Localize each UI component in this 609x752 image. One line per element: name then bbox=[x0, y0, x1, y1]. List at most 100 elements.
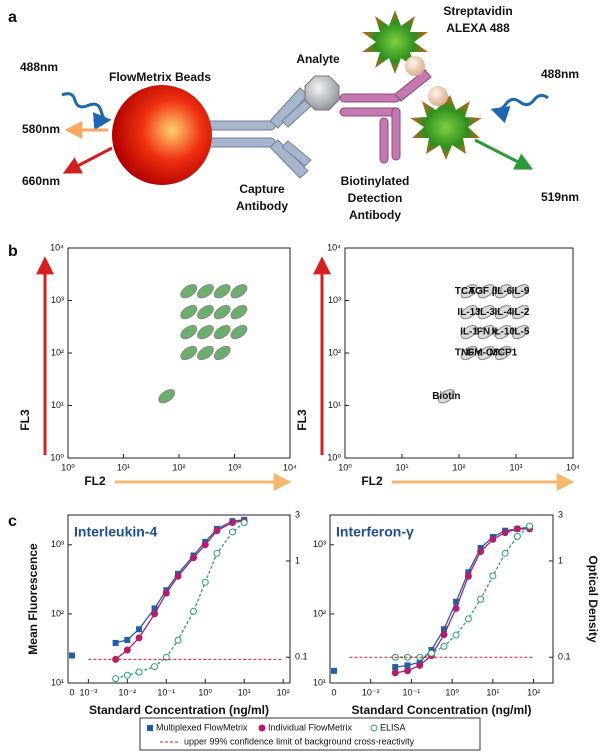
panel-label: a bbox=[8, 9, 17, 26]
laser-arrow bbox=[61, 92, 112, 131]
point bbox=[513, 532, 521, 540]
point bbox=[403, 667, 411, 675]
bead-label: IL-13 bbox=[457, 307, 481, 318]
bead-label: IL-2 bbox=[512, 307, 530, 318]
point bbox=[213, 549, 221, 557]
plot-frame bbox=[329, 514, 554, 684]
bead-cluster bbox=[437, 389, 455, 404]
y-axis-label: FL3 bbox=[18, 409, 32, 431]
point bbox=[228, 519, 236, 527]
x-tick-label: 10² bbox=[452, 462, 465, 472]
biotin bbox=[428, 86, 448, 106]
bead-label: TNF α bbox=[455, 348, 484, 359]
point bbox=[162, 653, 170, 661]
bead-cluster bbox=[213, 305, 231, 320]
point bbox=[453, 598, 460, 605]
capture-label: Capture bbox=[239, 182, 285, 196]
point bbox=[123, 646, 131, 654]
bead-cluster bbox=[494, 305, 512, 320]
x-axis-label: FL2 bbox=[84, 474, 106, 488]
x-tick-label: 10¹ bbox=[395, 462, 408, 472]
plot-frame bbox=[67, 247, 291, 459]
x-tick-label: 10¹ bbox=[238, 687, 251, 697]
emission-label: 519nm bbox=[541, 190, 579, 204]
x-tick-label: 10⁻¹ bbox=[403, 687, 421, 697]
chart-title: Interleukin-4 bbox=[74, 524, 157, 540]
point bbox=[526, 522, 534, 530]
bead-cluster bbox=[477, 325, 495, 340]
legend-box bbox=[139, 717, 481, 751]
bead-cluster bbox=[494, 325, 512, 340]
point bbox=[404, 662, 411, 669]
laser-label: 488nm bbox=[541, 67, 579, 81]
point bbox=[427, 649, 435, 657]
zero-point bbox=[331, 667, 337, 674]
x-tick-label: 10⁻² bbox=[362, 687, 380, 697]
x-axis-label: Standard Concentration (ng/ml) bbox=[352, 703, 532, 717]
bead-label: Biotin bbox=[432, 391, 460, 402]
streptavidin-label: Streptavidin bbox=[443, 4, 512, 18]
capture-label: Antibody bbox=[236, 199, 288, 213]
bead bbox=[112, 85, 212, 185]
point bbox=[440, 642, 448, 650]
bead-label: IL-10 bbox=[492, 327, 516, 338]
bead-cluster bbox=[180, 325, 198, 340]
bead-cluster bbox=[477, 284, 495, 299]
legend-swatch bbox=[370, 724, 378, 732]
point bbox=[190, 554, 198, 562]
bead-label: IL-1 bbox=[460, 327, 478, 338]
x-tick-label: 10⁻³ bbox=[79, 687, 97, 697]
biotin bbox=[405, 56, 425, 76]
bead-cluster bbox=[180, 305, 198, 320]
point bbox=[501, 549, 509, 557]
bead-cluster bbox=[460, 284, 478, 299]
point bbox=[501, 529, 509, 537]
x-tick-label: 10⁴ bbox=[283, 462, 297, 472]
x-tick-label: 10⁴ bbox=[566, 462, 580, 472]
point bbox=[489, 535, 497, 543]
panel-label: b bbox=[8, 243, 18, 260]
series-line bbox=[395, 528, 530, 674]
bead-label: IL-5 bbox=[512, 327, 530, 338]
x-tick-label: 10⁰ bbox=[445, 687, 459, 697]
legend-swatch bbox=[258, 724, 266, 732]
plot-frame bbox=[67, 514, 291, 684]
bead-cluster bbox=[512, 325, 529, 340]
legend-label: upper 99% confidence limit of background… bbox=[184, 736, 415, 746]
point bbox=[440, 631, 448, 639]
point bbox=[213, 527, 221, 535]
y-tick-label: 10² bbox=[328, 347, 341, 357]
bead-label: IL-9 bbox=[512, 286, 530, 297]
point bbox=[151, 663, 159, 671]
bead-cluster bbox=[460, 345, 478, 361]
point bbox=[123, 671, 131, 679]
panel-label: c bbox=[8, 513, 17, 530]
bead-label: TCA 3 bbox=[455, 286, 484, 297]
legend-swatch bbox=[147, 725, 153, 731]
analyte-label: Analyte bbox=[296, 52, 340, 66]
y-tick-label: 10² bbox=[51, 347, 64, 357]
y2-tick-label: 3 bbox=[558, 509, 563, 519]
point bbox=[174, 572, 182, 580]
point bbox=[477, 544, 484, 551]
zero-point bbox=[69, 652, 75, 659]
y2-tick-label: 0.1 bbox=[295, 652, 308, 662]
y-tick-label: 10¹ bbox=[313, 677, 326, 687]
y-tick-label: 10⁴ bbox=[327, 242, 341, 252]
bead-label: TGF β1 bbox=[469, 286, 504, 297]
bead-label: IFN γ bbox=[474, 327, 499, 338]
detection-label: Biotinylated bbox=[341, 174, 410, 188]
point bbox=[174, 636, 182, 644]
point bbox=[416, 661, 424, 669]
x-tick-label: 0 bbox=[69, 687, 74, 697]
y-tick-label: 10² bbox=[313, 608, 326, 618]
x-tick-label: 10³ bbox=[228, 462, 241, 472]
x-tick-label: 10² bbox=[172, 462, 185, 472]
capture-antibody bbox=[204, 87, 312, 179]
legend-label: Individual FlowMetrix bbox=[268, 722, 353, 732]
point bbox=[136, 626, 143, 633]
panel-a: a 488nm FlowMetrix Beads 580nm 660nm Cap… bbox=[8, 4, 579, 222]
x-tick-label: 10³ bbox=[509, 462, 522, 472]
